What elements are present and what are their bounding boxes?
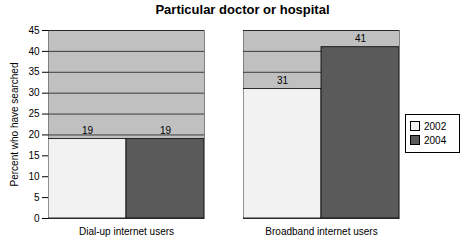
svg-text:31: 31 [277, 75, 289, 86]
svg-text:20: 20 [28, 129, 40, 140]
svg-text:41: 41 [355, 33, 367, 44]
svg-text:Percent who have searched: Percent who have searched [9, 63, 20, 187]
svg-text:15: 15 [28, 150, 40, 161]
svg-text:30: 30 [28, 87, 40, 98]
svg-text:45: 45 [28, 25, 40, 36]
svg-text:19: 19 [160, 125, 172, 136]
svg-text:5: 5 [34, 192, 40, 203]
svg-text:40: 40 [28, 46, 40, 57]
svg-text:35: 35 [28, 66, 40, 77]
svg-text:19: 19 [82, 125, 94, 136]
svg-text:Broadband internet users: Broadband internet users [265, 226, 377, 237]
svg-text:0: 0 [34, 213, 40, 224]
svg-text:25: 25 [28, 108, 40, 119]
svg-text:10: 10 [28, 171, 40, 182]
html-text:2004: 2004 [424, 134, 447, 146]
html-text:2002: 2002 [424, 120, 447, 132]
html-text:Particular doctor or hospital: Particular doctor or hospital [155, 2, 330, 17]
svg-text:Dial-up internet users: Dial-up internet users [79, 226, 174, 237]
